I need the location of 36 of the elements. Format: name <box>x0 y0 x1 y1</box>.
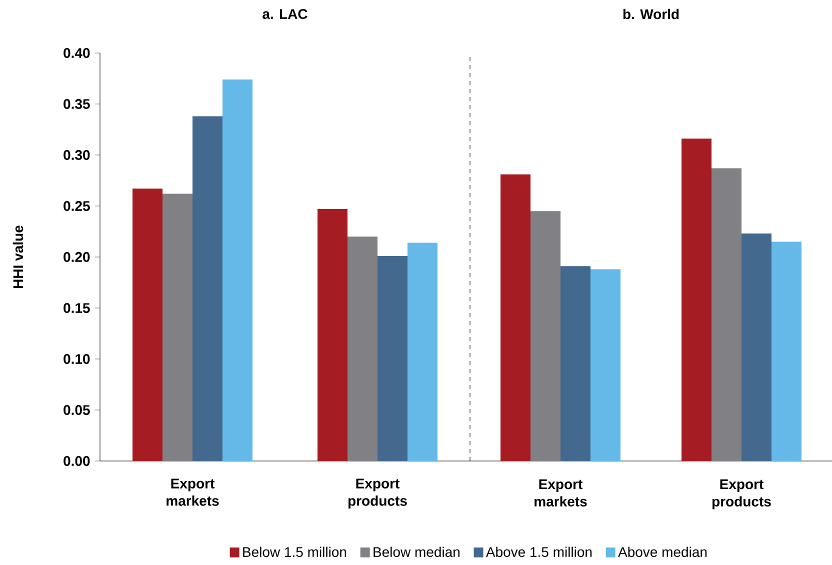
legend-label: Above 1.5 million <box>486 546 592 558</box>
bar <box>500 174 531 461</box>
bar <box>378 256 408 461</box>
x-tick-label: Export markets <box>166 478 219 506</box>
bar <box>132 188 163 461</box>
x-tick-label: Export products <box>348 478 407 509</box>
bar <box>560 266 591 461</box>
chart-title: b. World <box>623 8 679 20</box>
legend-label: Below median <box>374 546 460 558</box>
bar <box>192 116 223 461</box>
bar <box>772 242 802 461</box>
bar <box>162 194 192 461</box>
y-tick-label: 0.25 <box>64 201 90 211</box>
bar <box>712 168 742 461</box>
x-tick-label: Export markets <box>534 479 587 507</box>
bar <box>742 234 772 461</box>
y-tick-label: 0.20 <box>64 252 90 262</box>
bar <box>318 209 348 461</box>
bar <box>590 269 621 461</box>
legend-label: Below 1.5 million <box>243 546 346 558</box>
y-axis-title: HHI value <box>12 226 24 288</box>
legend-label: Above median <box>618 546 707 558</box>
bar <box>222 80 252 461</box>
y-tick-label: 0.10 <box>64 354 90 364</box>
y-tick-label: 0.30 <box>64 150 90 160</box>
bar <box>348 236 378 461</box>
bar <box>530 211 561 461</box>
x-tick-label: Export products <box>712 479 771 510</box>
y-tick-label: 0.15 <box>64 303 90 313</box>
y-tick-label: 0.35 <box>64 99 90 109</box>
chart-title: a. LAC <box>262 9 308 19</box>
bar <box>408 242 438 461</box>
bar <box>682 138 712 461</box>
y-tick-label: 0.05 <box>64 405 90 415</box>
y-tick-label: 0.40 <box>64 48 90 58</box>
y-tick-label: 0.00 <box>64 456 90 466</box>
